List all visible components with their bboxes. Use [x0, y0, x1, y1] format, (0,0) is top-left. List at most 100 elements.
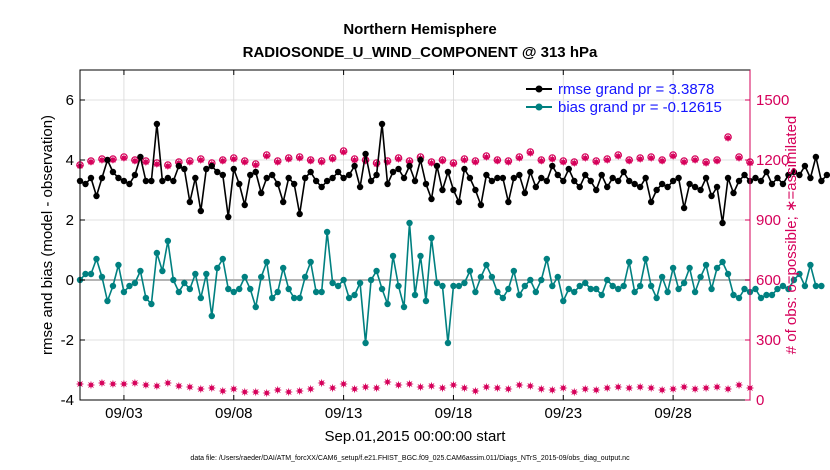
bias-point-88 — [560, 297, 567, 305]
x-tick-label-0: 09/03 — [105, 405, 143, 422]
bias-point-82 — [527, 276, 534, 284]
bias-point-115 — [708, 285, 715, 293]
rmse-point-95 — [598, 171, 605, 179]
bias-point-20 — [186, 285, 194, 293]
bias-point-71 — [466, 267, 474, 275]
bias-point-103 — [642, 255, 649, 263]
y2-tick-label-4: 1200 — [756, 152, 789, 169]
rmse-point-133 — [807, 174, 814, 182]
rmse-point-57 — [389, 168, 397, 176]
bias-point-97 — [609, 282, 616, 290]
bias-point-91 — [576, 282, 583, 290]
obs_assimilated-marker-7 — [152, 159, 162, 169]
bias-point-42 — [307, 258, 314, 266]
rmse-point-92 — [582, 171, 589, 179]
rmse-point-128 — [779, 180, 787, 188]
obs_low-marker-37 — [482, 382, 491, 392]
rmse-point-31 — [247, 171, 254, 179]
obs_low-marker-56 — [690, 384, 700, 394]
bias-point-92 — [582, 279, 589, 287]
rmse-point-53 — [367, 177, 375, 185]
obs_assimilated-marker-5 — [130, 156, 140, 165]
rmse-point-43 — [312, 177, 320, 185]
bias-point-10 — [131, 279, 139, 287]
bias-point-38 — [285, 285, 292, 293]
bias-point-102 — [636, 282, 644, 290]
series-layer — [76, 120, 830, 347]
bias-point-99 — [620, 282, 627, 290]
rmse-point-118 — [724, 174, 732, 182]
obs_assimilated-marker-35 — [460, 155, 469, 165]
obs_low-marker-15 — [240, 387, 249, 397]
obs_low-marker-39 — [504, 384, 513, 394]
obs_assimilated-marker-42 — [537, 156, 546, 165]
bias-point-132 — [801, 282, 809, 290]
rmse-point-4 — [98, 174, 106, 182]
x-tick-label-3: 09/18 — [435, 405, 473, 422]
bias-point-60 — [406, 219, 413, 227]
obs_assimilated-marker-27 — [372, 159, 381, 169]
rmse-point-135 — [818, 177, 825, 185]
obs_assimilated-marker-15 — [240, 157, 249, 167]
rmse-point-84 — [538, 174, 545, 182]
obs_low-marker-13 — [218, 386, 227, 396]
rmse-point-106 — [658, 180, 666, 188]
obs_assimilated-marker-57 — [701, 158, 711, 168]
bias-point-59 — [400, 303, 408, 311]
bias-point-119 — [730, 291, 737, 299]
obs_low-marker-25 — [350, 384, 359, 394]
obs_low-marker-34 — [449, 380, 458, 390]
bias-point-11 — [137, 267, 144, 275]
bias-point-120 — [735, 294, 743, 302]
rmse-point-107 — [664, 183, 671, 191]
obs_low-marker-24 — [339, 379, 348, 389]
rmse-point-13 — [148, 177, 155, 185]
bias-point-23 — [203, 270, 210, 278]
bias-point-113 — [697, 273, 704, 281]
rmse-point-98 — [615, 177, 622, 185]
rmse-point-51 — [356, 183, 364, 191]
obs_assimilated-marker-18 — [273, 157, 282, 167]
bias-point-134 — [812, 282, 820, 290]
footnote: data file: /Users/raeder/DAI/ATM_forcXX/… — [190, 455, 630, 462]
obs_low-marker-17 — [262, 388, 271, 398]
obs_low-marker-57 — [701, 383, 711, 393]
rmse-point-85 — [543, 177, 550, 185]
rmse-point-100 — [625, 177, 633, 185]
y2-tick-label-0: 0 — [756, 392, 764, 409]
obs_assimilated-marker-1 — [86, 157, 96, 166]
rmse-point-12 — [142, 177, 150, 185]
bias-point-28 — [230, 288, 237, 296]
bias-point-73 — [477, 273, 485, 281]
rmse-point-124 — [757, 177, 765, 185]
rmse-point-70 — [461, 165, 468, 173]
bias-point-131 — [796, 270, 803, 278]
obs_assimilated-marker-22 — [317, 157, 326, 167]
obs_low-marker-60 — [734, 380, 744, 390]
bias-point-64 — [428, 234, 435, 242]
rmse-point-105 — [653, 186, 660, 194]
bias-point-51 — [356, 279, 364, 287]
rmse-point-2 — [87, 174, 95, 182]
bias-point-37 — [280, 264, 287, 272]
rmse-point-117 — [719, 219, 726, 227]
bias-point-1 — [82, 270, 89, 278]
rmse-point-63 — [422, 180, 430, 188]
obs_assimilated-marker-48 — [603, 155, 612, 165]
bias-point-121 — [741, 285, 748, 293]
rmse-point-64 — [428, 195, 435, 203]
rmse-point-108 — [669, 177, 677, 185]
rmse-point-97 — [609, 174, 616, 182]
obs_low-marker-14 — [229, 384, 238, 394]
rmse-point-20 — [186, 198, 194, 206]
obs_assimilated-marker-24 — [339, 147, 348, 157]
rmse-point-10 — [131, 171, 139, 179]
rmse-point-96 — [604, 183, 611, 191]
y-axis-right: 0 300 600 900 1200 1500 — [745, 92, 789, 409]
rmse-point-132 — [801, 162, 809, 170]
obs_low-marker-49 — [614, 382, 623, 392]
rmse-point-37 — [280, 198, 287, 206]
rmse-point-33 — [258, 189, 265, 197]
obs_assimilated-marker-46 — [581, 153, 590, 163]
y2-tick-label-2: 600 — [756, 272, 781, 289]
